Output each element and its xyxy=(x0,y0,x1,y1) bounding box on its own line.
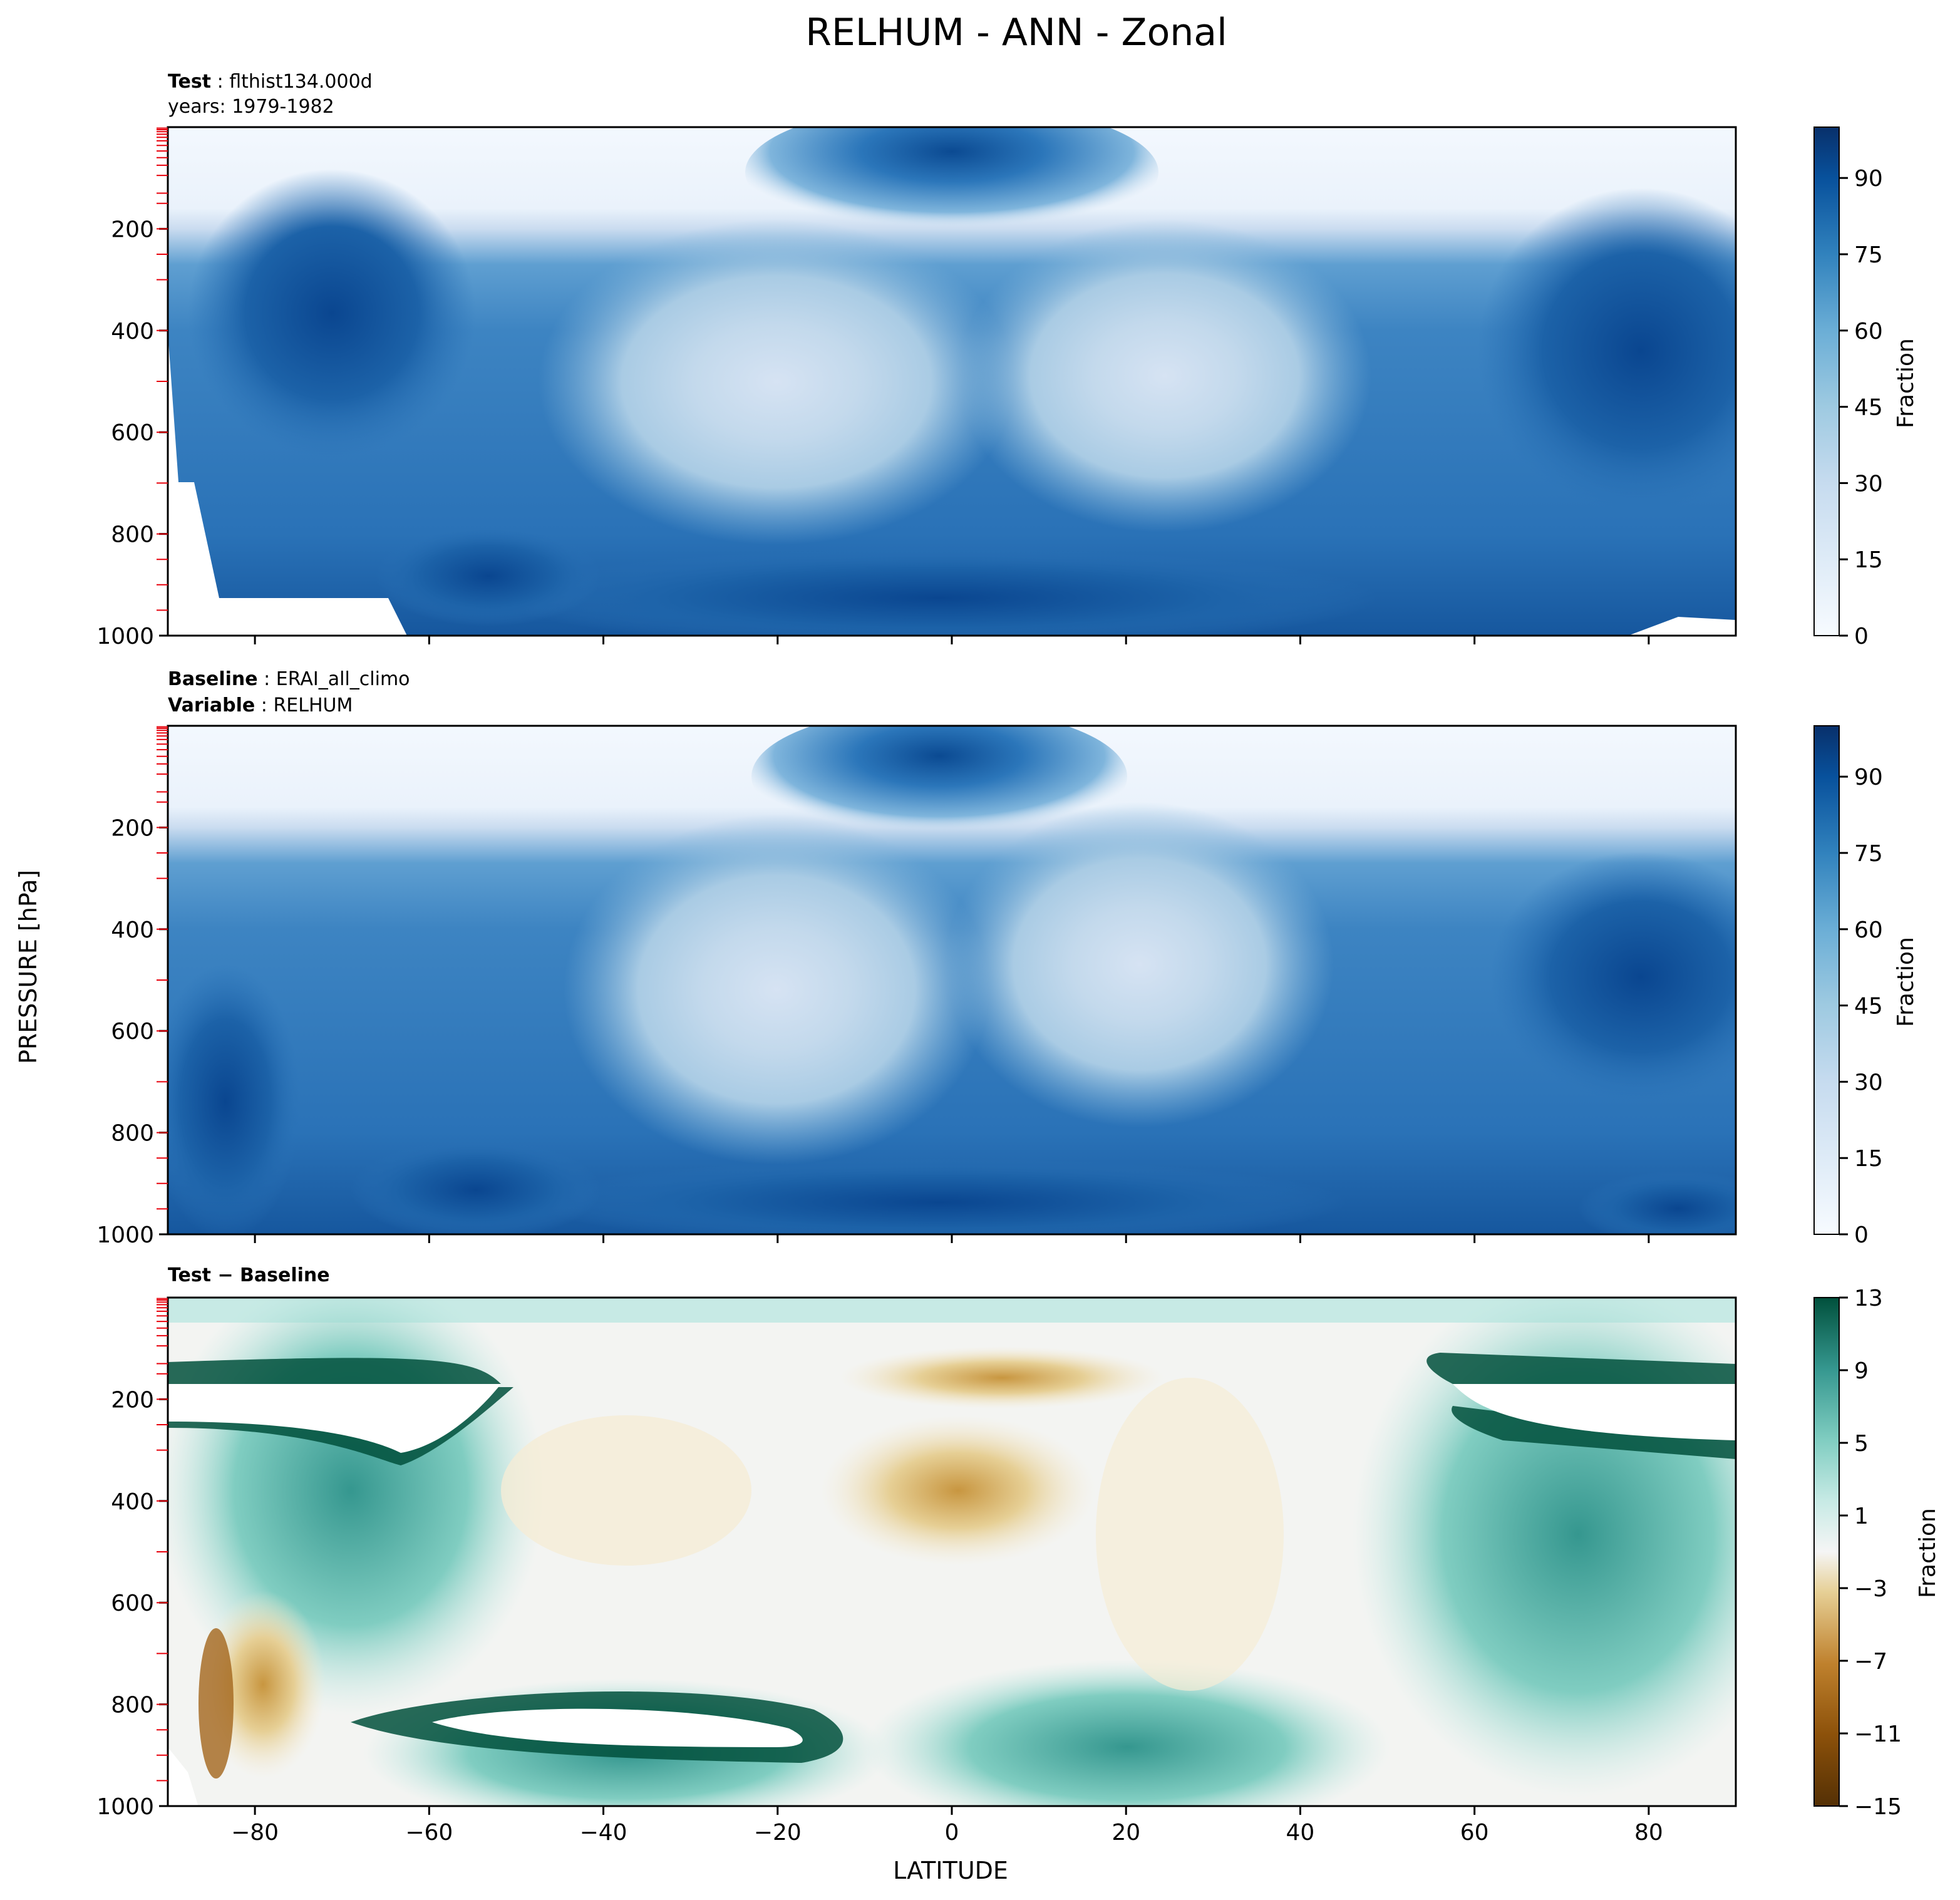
colorbar-tick-label: 0 xyxy=(1854,1222,1869,1248)
x-tick-label: −60 xyxy=(405,1820,453,1846)
y-tick-label: 800 xyxy=(111,1121,154,1147)
colorbar-tick-label: −15 xyxy=(1854,1794,1902,1820)
panel-test-yaxis: 200 400 600 800 1000 xyxy=(96,217,168,649)
colorbar-tick-label: 13 xyxy=(1854,1286,1883,1311)
colorbar-tick-label: 1 xyxy=(1854,1504,1869,1529)
y-tick-label: 1000 xyxy=(96,624,154,649)
panel-difference: Test − Baseline xyxy=(96,1264,1941,1846)
panel-difference-header: Test − Baseline xyxy=(168,1264,330,1286)
colorbar-tick-label: 60 xyxy=(1854,319,1883,344)
panel-difference-field xyxy=(168,1298,1736,1806)
panel-baseline-colorbar: 0 15 30 45 60 75 90 Fraction xyxy=(1813,725,1919,1248)
y-tick-label: 1000 xyxy=(96,1222,154,1248)
y-tick-label: 200 xyxy=(111,815,154,841)
y-tick-label: 1000 xyxy=(96,1794,154,1820)
panel-baseline-level-marks xyxy=(157,726,168,1210)
panel-difference-yaxis: 200 400 600 800 1000 xyxy=(96,1387,168,1820)
panel-difference-colorbar: −15 −11 −7 −3 1 5 9 13 Fraction xyxy=(1813,1286,1941,1820)
x-tick-label: 0 xyxy=(945,1820,959,1846)
panel-test-header-line1: Test : flthist134.000d xyxy=(168,71,373,93)
panel-test-colorbar: 0 15 30 45 60 75 90 Fraction xyxy=(1813,126,1919,649)
x-tick-label: −80 xyxy=(231,1820,279,1846)
y-tick-label: 800 xyxy=(111,522,154,548)
figure-title: RELHUM - ANN - Zonal xyxy=(805,11,1227,54)
colorbar-tick-label: 30 xyxy=(1854,1070,1883,1095)
panel-baseline-header-line1: Baseline : ERAI_all_climo xyxy=(168,668,410,690)
panel-difference-level-marks xyxy=(157,1298,168,1782)
panel-test-field xyxy=(168,127,1736,636)
colorbar-tick-label: −3 xyxy=(1854,1576,1887,1602)
colorbar-tick-label: 90 xyxy=(1854,166,1883,192)
panel-test-colorbar-label: Fraction xyxy=(1893,338,1919,428)
y-axis-label: PRESSURE [hPa] xyxy=(14,870,42,1064)
y-tick-label: 800 xyxy=(111,1693,154,1718)
colorbar-tick-label: 15 xyxy=(1854,1146,1883,1172)
panel-baseline-colorbar-label: Fraction xyxy=(1893,937,1919,1027)
colorbar-tick-label: 0 xyxy=(1854,624,1869,649)
colorbar-tick-label: 5 xyxy=(1854,1431,1869,1457)
colorbar-tick-label: 15 xyxy=(1854,547,1883,573)
panel-baseline-field xyxy=(168,726,1736,1234)
y-tick-label: 400 xyxy=(111,1489,154,1515)
colorbar-tick-label: 75 xyxy=(1854,841,1883,867)
y-tick-label: 600 xyxy=(111,420,154,446)
colorbar-tick-label: 45 xyxy=(1854,994,1883,1020)
y-tick-label: 600 xyxy=(111,1591,154,1616)
panel-baseline-xaxis xyxy=(254,1234,1650,1243)
colorbar-tick-label: 30 xyxy=(1854,471,1883,497)
colorbar-tick-label: 60 xyxy=(1854,917,1883,943)
x-tick-label: −20 xyxy=(754,1820,802,1846)
x-tick-label: 60 xyxy=(1460,1820,1489,1846)
panel-test-level-marks xyxy=(157,127,168,611)
x-axis-label: LATITUDE xyxy=(893,1857,1008,1884)
panel-test-xaxis xyxy=(254,636,1650,644)
x-tick-label: 20 xyxy=(1112,1820,1140,1846)
y-tick-label: 200 xyxy=(111,217,154,242)
x-tick-label: −40 xyxy=(580,1820,627,1846)
colorbar-tick-label: 90 xyxy=(1854,765,1883,790)
x-tick-label: 80 xyxy=(1634,1820,1663,1846)
y-tick-label: 400 xyxy=(111,319,154,344)
colorbar-tick-label: 45 xyxy=(1854,395,1883,421)
x-tick-label: 40 xyxy=(1286,1820,1315,1846)
panel-baseline-yaxis: 200 400 600 800 1000 xyxy=(96,815,168,1248)
colorbar-tick-label: 9 xyxy=(1854,1358,1869,1384)
colorbar-tick-label: −11 xyxy=(1854,1722,1902,1747)
y-tick-label: 200 xyxy=(111,1387,154,1413)
colorbar-tick-label: −7 xyxy=(1854,1649,1887,1675)
panel-difference-colorbar-label: Fraction xyxy=(1915,1508,1941,1598)
y-tick-label: 400 xyxy=(111,917,154,943)
panel-baseline-header-line2: Variable : RELHUM xyxy=(168,694,353,716)
panel-difference-xaxis: −80 −60 −40 −20 0 20 40 60 80 xyxy=(231,1806,1663,1846)
colorbar-tick-label: 75 xyxy=(1854,242,1883,268)
panel-test-header-line2: years: 1979-1982 xyxy=(168,96,334,118)
panel-test: Test : flthist134.000d years: 1979-1982 … xyxy=(96,71,1919,649)
panel-baseline: Baseline : ERAI_all_climo Variable : REL… xyxy=(96,668,1919,1248)
y-tick-label: 600 xyxy=(111,1019,154,1045)
